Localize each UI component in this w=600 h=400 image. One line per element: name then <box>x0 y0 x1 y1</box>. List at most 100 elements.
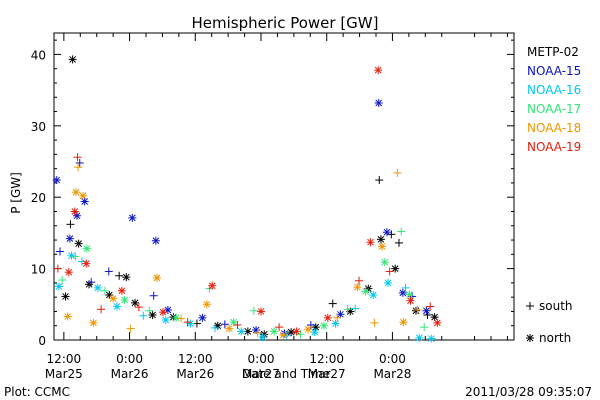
south-plus-symbol <box>526 302 534 310</box>
legend: METP-02 NOAA-15 NOAA-16 NOAA-17 NOAA-18 NOAA-… <box>527 45 581 154</box>
north-point <box>279 331 288 340</box>
south-point <box>126 324 135 333</box>
north-point <box>148 311 157 320</box>
south-point <box>75 158 84 167</box>
symbol-legend: south north <box>526 299 573 345</box>
north-point <box>399 318 408 327</box>
north-point <box>310 328 319 337</box>
north-point <box>287 328 296 337</box>
data-points <box>52 55 442 343</box>
south-point <box>100 286 109 295</box>
north-point <box>52 176 61 185</box>
north-point <box>376 235 385 244</box>
north-point <box>331 319 340 328</box>
north-point <box>319 321 328 330</box>
north-point <box>257 307 265 316</box>
north-point <box>366 238 375 247</box>
north-label: north <box>539 331 571 345</box>
south-point <box>149 291 158 300</box>
north-point <box>391 264 400 273</box>
footer-left: Plot: CCMC <box>4 385 70 399</box>
x-tick-time-label: 12:00 <box>309 352 344 366</box>
x-tick-time-label: 0:00 <box>116 352 143 366</box>
north-point <box>292 327 301 336</box>
south-point <box>275 323 284 332</box>
north-point <box>151 236 160 245</box>
x-tick-date-label: Mar28 <box>373 367 411 381</box>
south-point <box>328 299 337 308</box>
north-point <box>128 213 137 222</box>
south-point <box>333 313 342 322</box>
north-point <box>374 66 383 75</box>
south-point <box>73 153 82 162</box>
south-point <box>104 267 113 276</box>
north-point <box>63 312 72 321</box>
south-point <box>401 283 410 292</box>
south-point <box>134 303 143 312</box>
south-point <box>74 163 83 172</box>
y-tick-label: 20 <box>31 191 46 205</box>
south-point <box>370 318 379 327</box>
legend-item-noaa-16: NOAA-16 <box>527 83 581 97</box>
north-marker <box>526 334 534 342</box>
south-marker <box>526 302 534 310</box>
legend-item-noaa-19: NOAA-19 <box>527 140 581 154</box>
north-point <box>161 316 170 325</box>
south-point <box>97 305 106 314</box>
y-tick-label: 30 <box>31 120 46 134</box>
north-point <box>427 334 436 343</box>
north-point <box>433 318 442 327</box>
north-point <box>117 286 126 295</box>
south-point <box>249 306 258 315</box>
north-point <box>71 188 80 197</box>
north-point <box>79 191 88 200</box>
north-point <box>109 294 118 303</box>
north-point <box>93 283 102 292</box>
north-point <box>405 290 414 299</box>
north-point <box>237 327 246 336</box>
series-noaa-16 <box>54 251 436 343</box>
south-point <box>145 306 154 315</box>
series-noaa-17 <box>58 227 429 339</box>
south-point <box>71 252 80 261</box>
north-point <box>54 282 63 291</box>
north-point <box>422 306 431 315</box>
north-point <box>131 298 140 307</box>
south-point <box>66 220 75 229</box>
south-point <box>385 267 394 276</box>
south-point <box>58 276 67 285</box>
north-point <box>258 333 267 342</box>
north-point <box>378 242 387 251</box>
north-point <box>122 273 131 282</box>
south-point <box>413 306 422 315</box>
x-tick-date-label: Mar25 <box>45 367 83 381</box>
legend-item-noaa-17: NOAA-17 <box>527 102 581 116</box>
north-point <box>411 306 420 315</box>
south-point <box>53 264 62 273</box>
north-point <box>382 228 391 237</box>
north-point <box>67 251 76 260</box>
x-tick-date-label: Mar26 <box>111 367 149 381</box>
north-point <box>415 333 424 342</box>
south-point <box>426 302 435 311</box>
north-point <box>369 291 378 300</box>
north-point <box>374 98 383 107</box>
series-noaa-19 <box>53 66 442 336</box>
x-axis-label: Date and Time <box>242 367 330 381</box>
north-point <box>82 244 91 253</box>
north-point <box>225 324 234 333</box>
north-point <box>208 281 217 290</box>
north-point <box>380 258 389 267</box>
y-tick-label: 40 <box>31 48 46 62</box>
north-point <box>89 318 98 327</box>
plot-frame <box>53 32 515 341</box>
north-point <box>64 268 73 277</box>
legend-item-metp-02: METP-02 <box>527 45 579 59</box>
north-point <box>80 197 89 206</box>
series-noaa-18 <box>63 163 422 340</box>
north-point <box>74 239 83 248</box>
north-point <box>336 310 345 319</box>
y-tick-label: 10 <box>31 263 46 277</box>
south-point <box>87 278 96 287</box>
